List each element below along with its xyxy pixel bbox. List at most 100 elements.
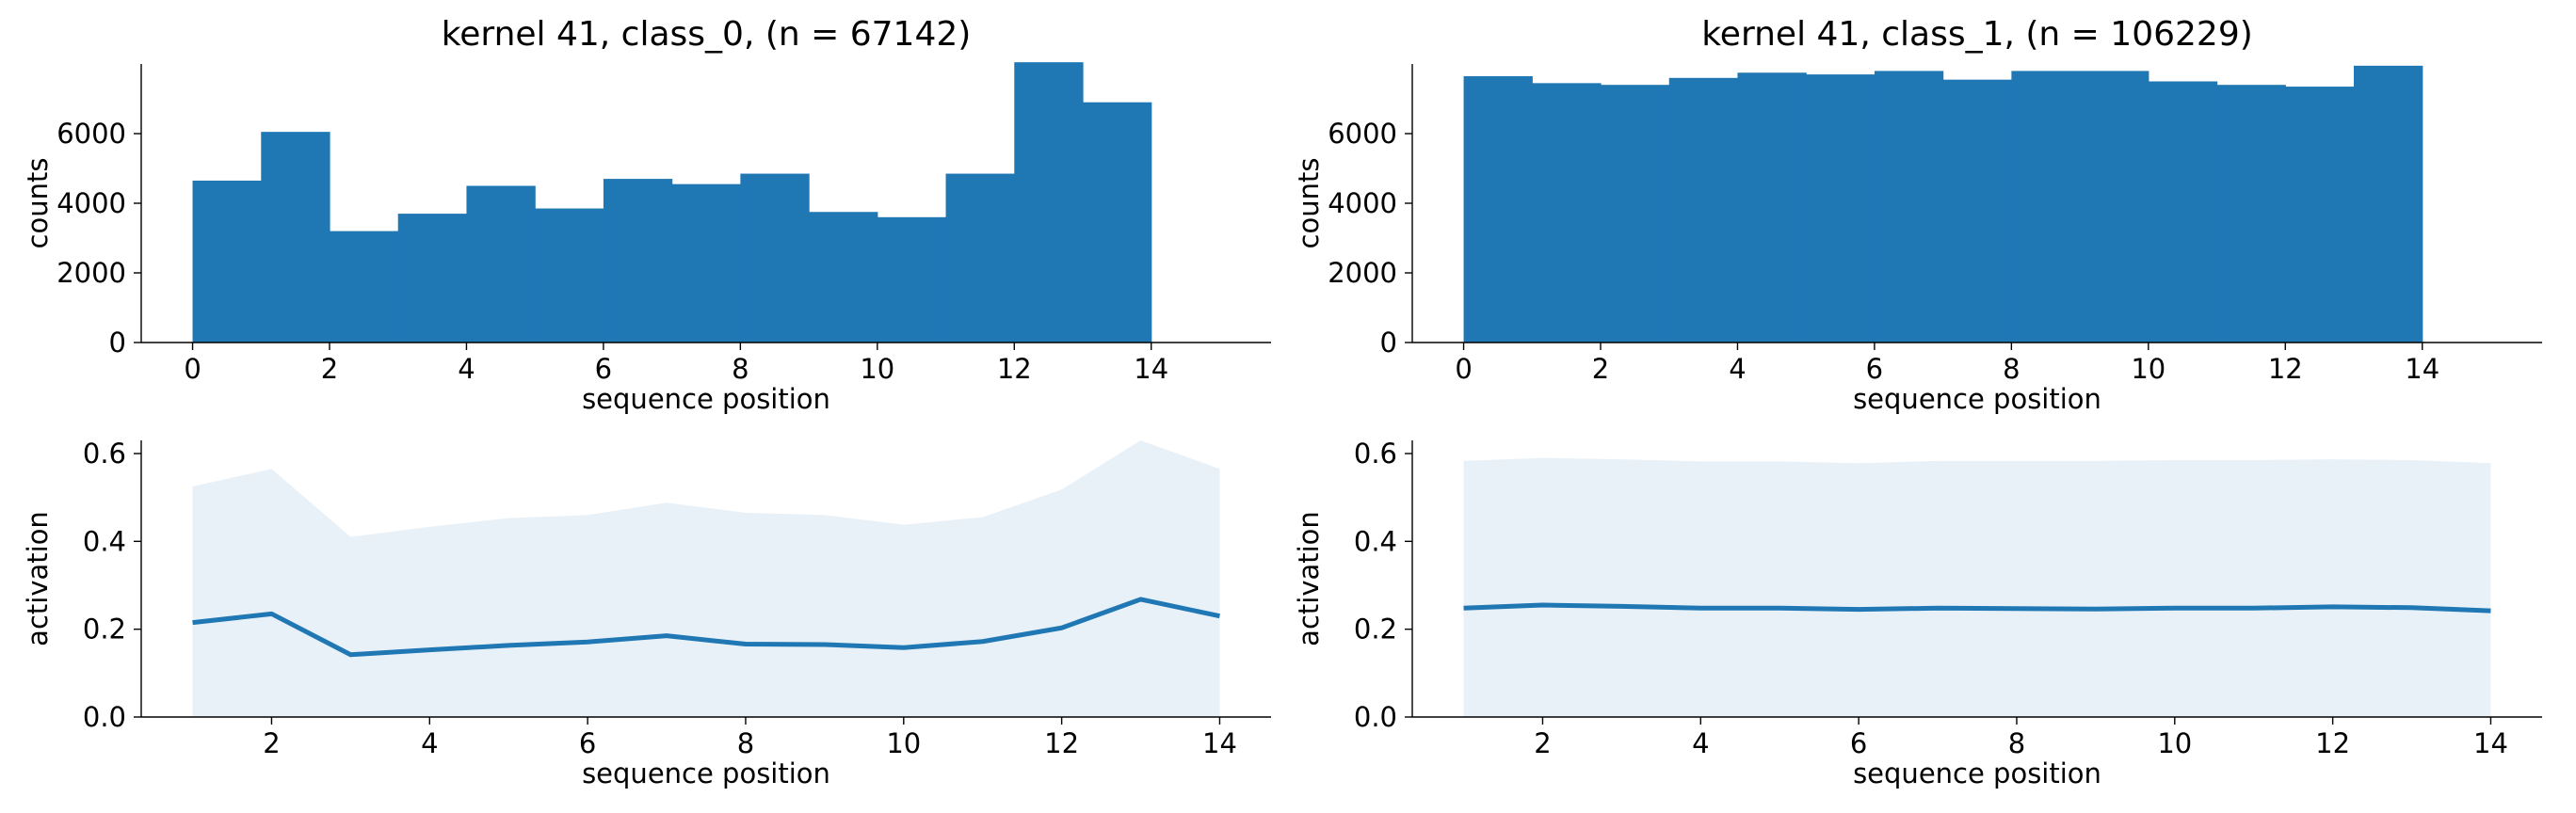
x-tick-label: 8 [2003,353,2020,385]
activation-range-band [192,440,1220,717]
x-axis-label: sequence position [1853,383,2101,415]
histogram-bar [397,214,468,343]
x-tick-label: 4 [1729,353,1746,385]
y-tick-label: 4000 [1328,187,1397,219]
x-tick-label: 0 [184,353,201,385]
histogram-bar [2148,81,2218,343]
y-tick-label: 2000 [1328,257,1397,289]
x-tick-label: 12 [1044,727,1079,759]
x-tick-label: 6 [1866,353,1883,385]
x-tick-label: 2 [1592,353,1609,385]
histogram-bar [261,132,330,343]
y-axis-label: counts [1293,158,1325,249]
axes: 0 2 4 6 8 10 12 14 0 2000 4000 6000 [56,64,1271,385]
y-tick-label: 6000 [1328,118,1397,150]
activation-class0-panel: sequence position activation 2 4 6 8 10 12 14 0… [22,438,1271,789]
axes: 2 4 6 8 10 12 14 0.0 0.2 0.4 0.6 [1354,438,2542,759]
x-tick-label: 14 [1202,727,1237,759]
histogram-bar [1463,75,1533,343]
histogram-bar [945,173,1015,343]
histogram-bar [2354,65,2423,343]
histogram-bar [740,173,810,343]
histogram-class0-panel: kernel 41, class_0, (n = 67142) sequence… [22,15,1271,415]
y-tick-label: 4000 [56,187,126,219]
x-tick-label: 10 [860,353,894,385]
x-tick-label: 4 [421,727,438,759]
histogram-bar [192,180,262,343]
y-tick-label: 0.6 [83,438,126,470]
x-tick-label: 12 [997,353,1032,385]
histogram-bar [877,216,947,343]
histogram-bar [535,208,604,343]
histogram-bar [809,212,878,343]
y-tick-label: 0.4 [83,525,126,557]
plot-area [192,62,1152,343]
y-tick-label: 0.6 [1354,438,1397,470]
y-tick-label: 0.4 [1354,525,1397,557]
x-tick-label: 14 [2473,727,2508,759]
histogram-bar [1014,62,1084,343]
y-tick-label: 0.0 [83,701,126,733]
x-tick-label: 4 [1692,727,1709,759]
x-tick-label: 10 [886,727,921,759]
plot-area [192,440,1220,717]
histogram-bar [2080,71,2149,343]
x-axis-label: sequence position [582,757,830,789]
y-tick-label: 0.0 [1354,701,1397,733]
histogram-class1-panel: kernel 41, class_1, (n = 106229) sequenc… [1293,15,2542,415]
mean-activation-line [1463,602,2491,614]
activation-class1-panel: sequence position activation 2 4 6 8 10 12 14 0… [1293,438,2542,789]
histogram-bar [2216,85,2286,343]
x-tick-label: 2 [263,727,280,759]
histogram-bar [466,185,536,343]
histogram-bar [1668,77,1739,343]
x-tick-label: 4 [458,353,475,385]
x-tick-label: 6 [579,727,596,759]
plot-area [1463,65,2423,343]
histogram-bar [330,231,399,343]
x-axis-label: sequence position [582,383,830,415]
y-tick-label: 6000 [56,118,126,150]
histogram-bar [2285,87,2355,343]
axes: 0 2 4 6 8 10 12 14 0 2000 4000 6000 [1328,64,2542,385]
histogram-bar [1601,85,1670,343]
mean-activation-line [192,597,1220,658]
histogram-bar [1874,71,1944,343]
y-axis-label: activation [22,511,54,646]
x-tick-label: 10 [2157,727,2192,759]
histogram-bar [603,179,673,343]
x-axis-label: sequence position [1853,757,2101,789]
activation-range-band [1463,457,2491,717]
histogram-bar [1942,79,2012,343]
y-tick-label: 2000 [56,257,126,289]
x-tick-label: 6 [595,353,612,385]
histogram-bar [671,183,741,343]
x-tick-label: 14 [1134,353,1168,385]
x-tick-label: 12 [2268,353,2303,385]
x-tick-label: 10 [2131,353,2165,385]
chart-title: kernel 41, class_0, (n = 67142) [442,15,972,54]
x-tick-label: 8 [2008,727,2025,759]
x-tick-label: 2 [1534,727,1551,759]
histogram-bar [1806,74,1876,343]
y-axis-label: activation [1293,511,1325,646]
histogram-bar [2011,71,2081,343]
y-tick-label: 0.2 [1354,614,1397,646]
plot-area [1463,457,2491,717]
y-tick-label: 0.2 [83,614,126,646]
x-tick-label: 2 [321,353,338,385]
x-tick-label: 8 [737,727,754,759]
histogram-bar [1083,102,1152,343]
axes: 2 4 6 8 10 12 14 0.0 0.2 0.4 0.6 [83,438,1271,759]
y-tick-label: 0 [109,327,126,359]
x-tick-label: 14 [2405,353,2439,385]
histogram-bar [1737,72,1807,343]
x-tick-label: 8 [732,353,749,385]
y-tick-label: 0 [1380,327,1397,359]
x-tick-label: 6 [1850,727,1867,759]
x-tick-label: 0 [1455,353,1472,385]
x-tick-label: 12 [2315,727,2350,759]
chart-title: kernel 41, class_1, (n = 106229) [1701,15,2253,54]
y-axis-label: counts [22,158,54,249]
